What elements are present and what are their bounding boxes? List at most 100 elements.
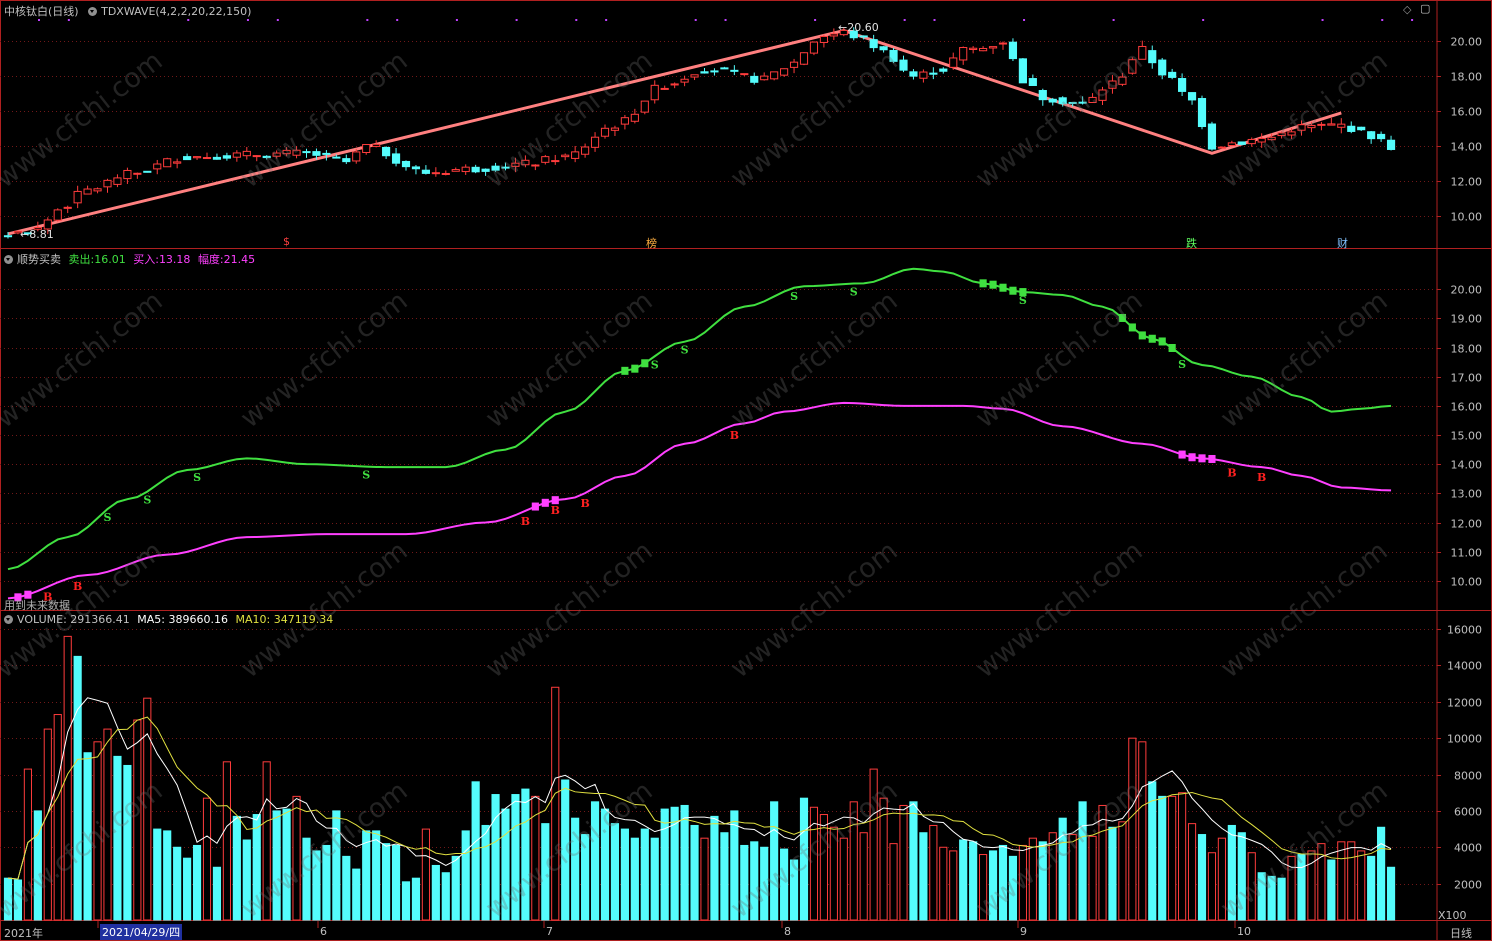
event-marker-rank[interactable]: 榜 [646, 237, 657, 250]
volume-bar [302, 837, 311, 921]
signal-dot [1411, 19, 1414, 21]
volume-bar [939, 846, 948, 921]
signal-dot [246, 19, 249, 21]
volume-bar [292, 795, 301, 921]
signal-dot [366, 19, 369, 21]
volume-bar [760, 846, 769, 921]
candle-body [1247, 138, 1256, 145]
indicator-tick-label: 13.00 [1451, 488, 1483, 501]
signal-block [551, 496, 559, 505]
candle-body [192, 156, 202, 159]
event-marker-dollar[interactable]: $ [283, 235, 290, 248]
ma5-label: MA5: [137, 613, 166, 626]
volume-bar [113, 755, 122, 921]
volume-bar [43, 728, 52, 921]
signal-dot [605, 19, 608, 21]
volume-bar [1217, 837, 1226, 921]
volume-bar [1207, 852, 1217, 921]
signal-block [979, 279, 987, 288]
candle-body [1168, 71, 1177, 78]
volume-bar [73, 655, 82, 921]
sell-value: 16.01 [94, 253, 126, 266]
volume-bar [202, 797, 212, 921]
event-marker-drop[interactable]: 跌 [1186, 237, 1197, 250]
candle-body [252, 155, 261, 158]
candle-body [959, 47, 968, 61]
volume-bar [730, 810, 739, 921]
candle-body [391, 153, 401, 164]
volume-bar [93, 741, 102, 921]
price-tick-label: 16.00 [1451, 106, 1483, 119]
chart-grid [0, 19, 1437, 885]
volume-bar [1277, 877, 1286, 921]
volume-bar [1357, 850, 1366, 921]
volume-tick-label: 16000 [1447, 624, 1482, 637]
volume-bar [809, 806, 819, 921]
x-label-jul: 7 [546, 925, 553, 938]
candle-body [1058, 97, 1067, 105]
volume-bar [501, 808, 510, 921]
candle-body [969, 47, 978, 50]
candle-body [63, 206, 72, 209]
dropdown-circle-icon[interactable] [4, 255, 13, 264]
volume-bar [949, 850, 958, 921]
indicator-tick-label: 16.00 [1451, 401, 1483, 414]
x-label-sep: 9 [1020, 925, 1027, 938]
candle-body [998, 42, 1008, 45]
volume-bar [3, 877, 13, 921]
buy-value: 13.18 [158, 253, 191, 266]
indicator-tick-label: 18.00 [1451, 343, 1483, 356]
candle-body [1138, 45, 1147, 60]
candle-body [1078, 101, 1087, 104]
volume-bar [212, 866, 222, 921]
volume-bar [252, 814, 261, 921]
dropdown-circle-icon[interactable] [88, 7, 98, 16]
signal-dot [38, 19, 40, 21]
menu-square-icon[interactable]: ▢ [1420, 2, 1431, 15]
candle-body [262, 155, 271, 159]
candle-body [292, 149, 301, 156]
candle-body [670, 83, 679, 86]
period-label[interactable]: 日线 [1450, 927, 1472, 940]
sell-signal-marker: S [193, 471, 201, 484]
candle-body [1357, 126, 1366, 131]
volume-bar [143, 697, 152, 921]
candle-body [889, 49, 898, 62]
volume-bar [332, 810, 341, 921]
candle-body [1227, 142, 1236, 147]
candle-body [1237, 141, 1246, 145]
candle-body [551, 160, 560, 163]
candle-body [1068, 101, 1077, 104]
x-label-jun: 6 [320, 925, 327, 938]
candle-body [829, 33, 838, 37]
signal-dot [515, 19, 518, 21]
dropdown-circle-icon[interactable] [4, 615, 13, 624]
volume-bar [192, 844, 202, 921]
event-marker-finance[interactable]: 财 [1337, 237, 1348, 250]
volume-bar [431, 864, 440, 921]
volume-bar [859, 832, 868, 921]
volume-bar [869, 768, 878, 921]
candle-body [620, 117, 629, 125]
candle-body [780, 68, 789, 76]
sell-signal-marker: S [1019, 294, 1027, 307]
candle-body [521, 159, 530, 166]
candle-body [1287, 131, 1296, 136]
candle-body [581, 146, 590, 155]
volume-bar [789, 859, 799, 921]
signal-block [1198, 454, 1206, 463]
x-label-cursor-date[interactable]: 2021/04/29/四 [100, 924, 183, 940]
buy-signal-marker: B [43, 591, 52, 604]
diamond-icon[interactable]: ◇ [1403, 3, 1412, 16]
candle-body [660, 87, 669, 90]
candle-body [700, 71, 709, 74]
candle-body [750, 75, 759, 83]
candle-body [1018, 58, 1027, 84]
candle-body [1187, 92, 1197, 101]
candle-body [411, 166, 421, 170]
volume-bar [1317, 843, 1326, 921]
candle-body [3, 235, 13, 238]
candle-body [571, 151, 580, 159]
volume-bar [1227, 824, 1236, 921]
